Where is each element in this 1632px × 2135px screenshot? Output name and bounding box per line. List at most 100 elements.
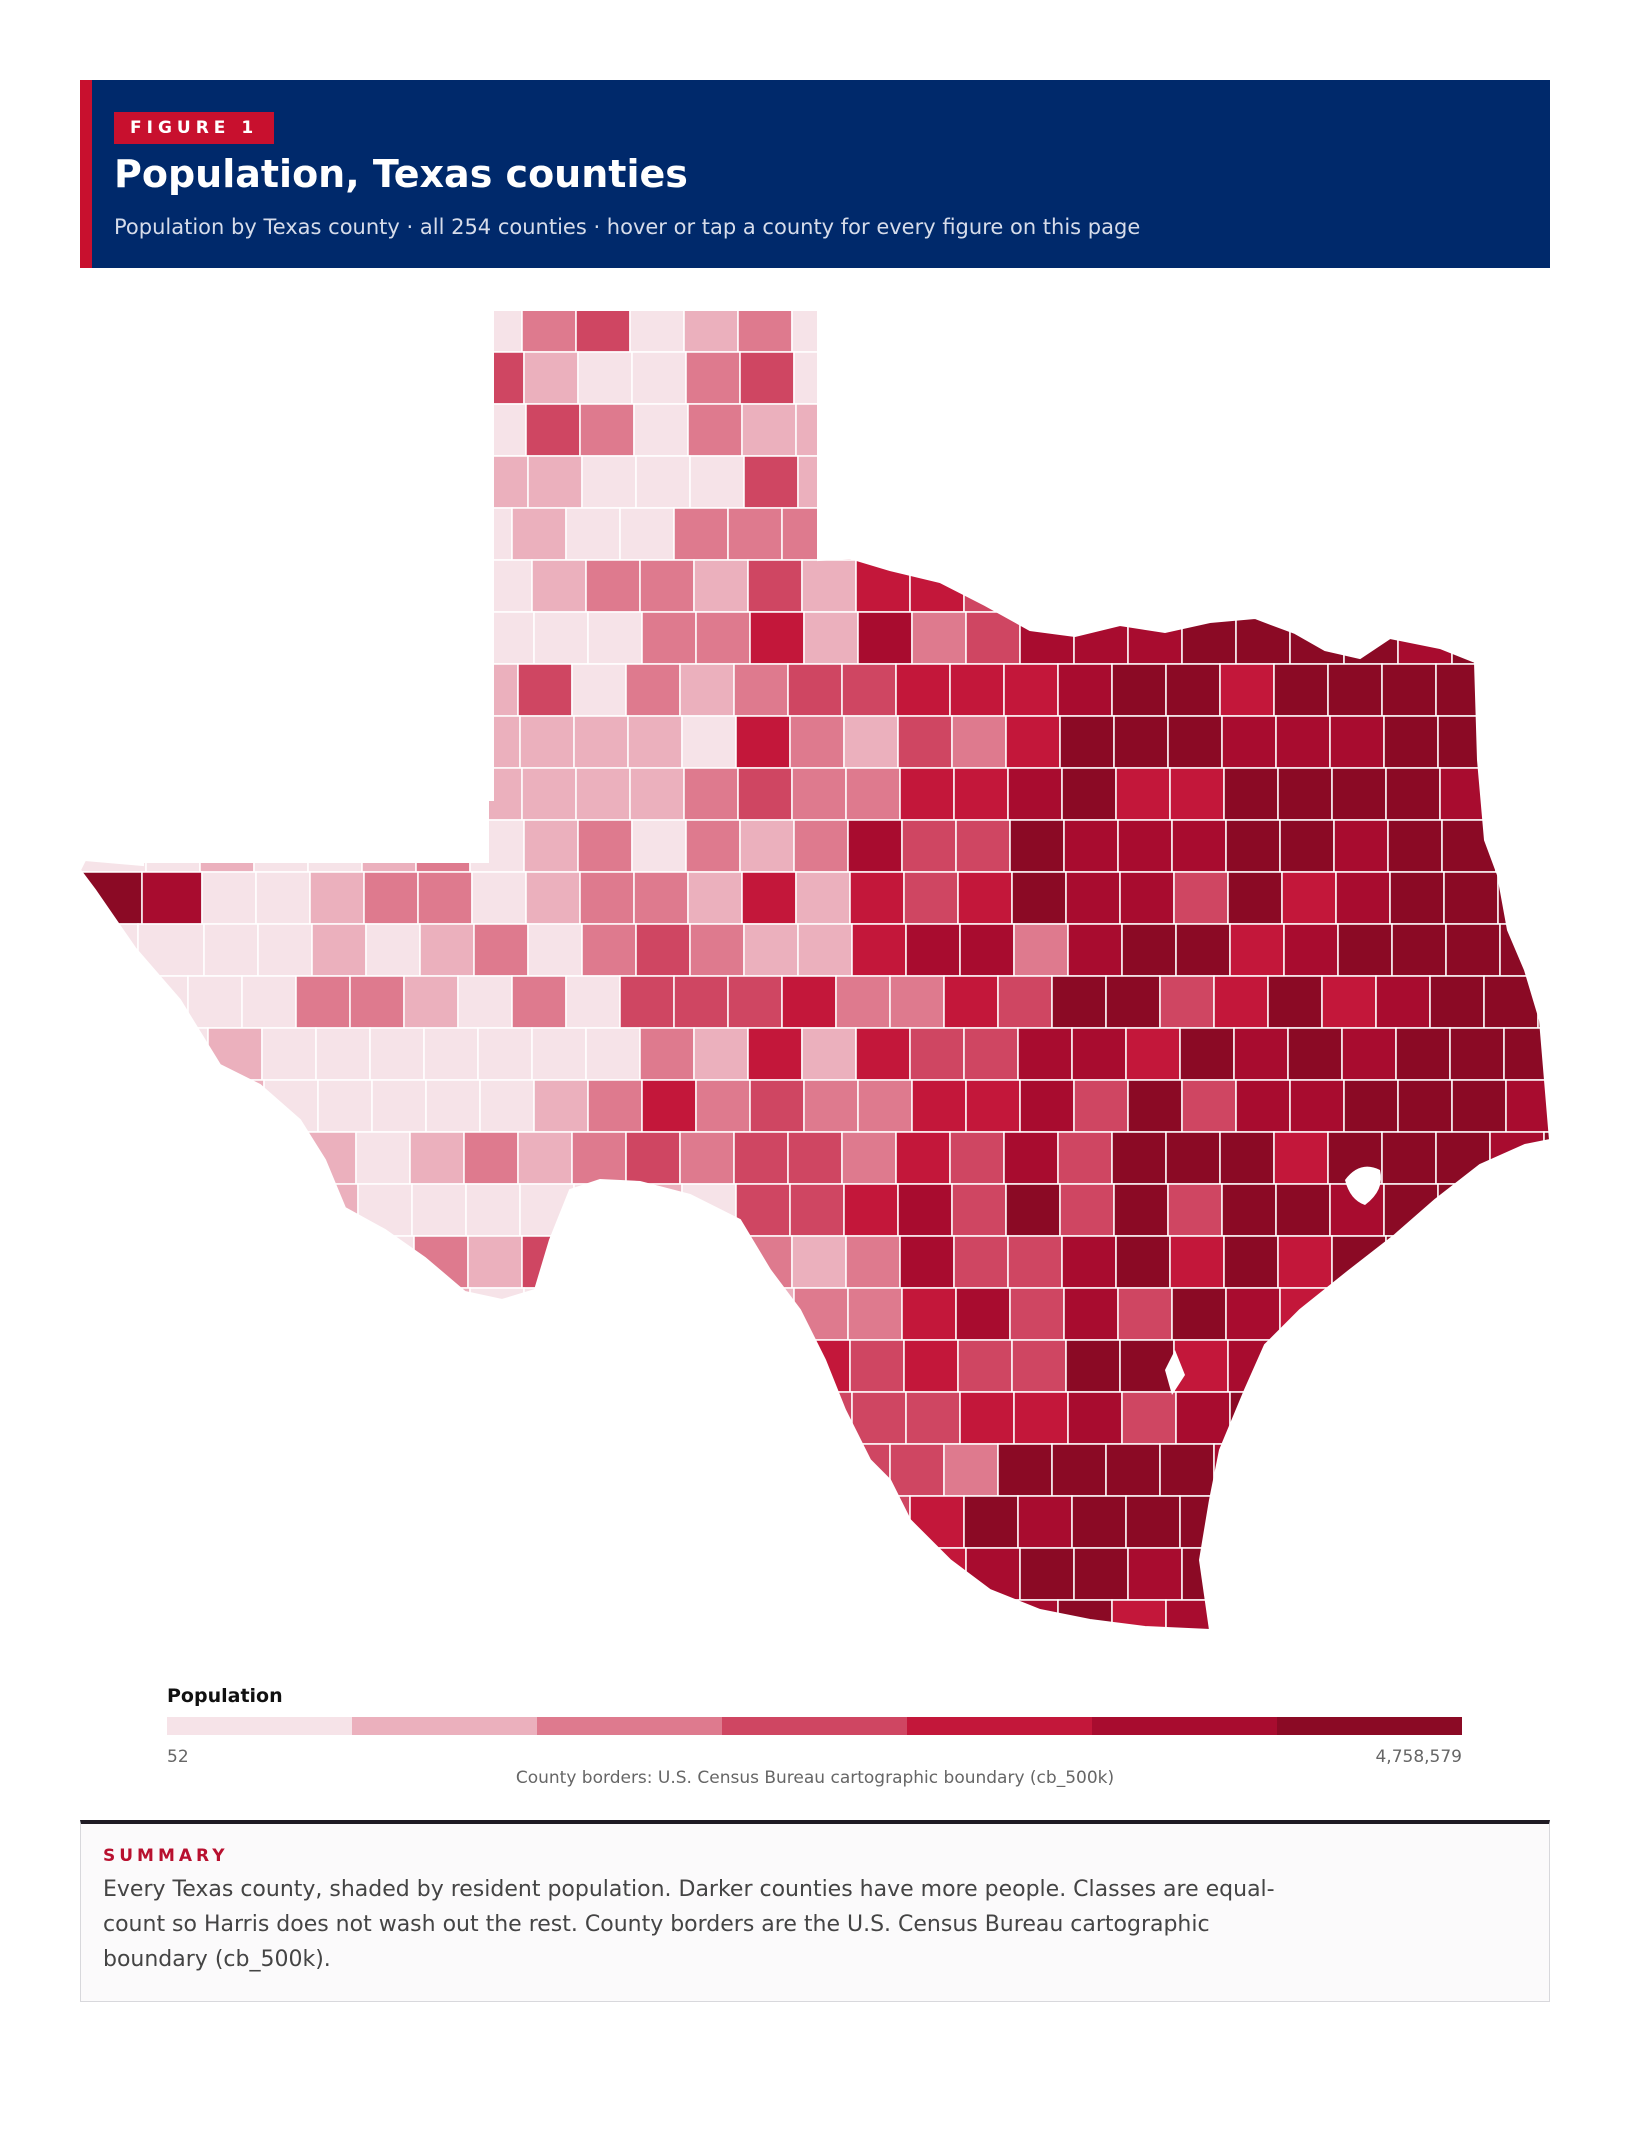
county[interactable] [1546, 1652, 1550, 1690]
county[interactable] [465, 1183, 521, 1237]
county[interactable] [199, 819, 255, 873]
county[interactable] [1279, 351, 1335, 405]
county[interactable] [203, 923, 259, 977]
county[interactable] [909, 1027, 965, 1081]
county[interactable] [1063, 351, 1119, 405]
county[interactable] [793, 819, 849, 873]
county[interactable] [307, 819, 363, 873]
county[interactable] [1493, 1235, 1549, 1289]
county[interactable] [1283, 455, 1339, 509]
county[interactable] [1375, 507, 1431, 561]
county[interactable] [355, 1131, 411, 1185]
county[interactable] [1493, 300, 1549, 353]
county[interactable] [1165, 1599, 1221, 1652]
county[interactable] [305, 300, 361, 353]
county[interactable] [469, 819, 525, 873]
county[interactable] [1181, 1079, 1237, 1133]
county[interactable] [80, 1391, 139, 1445]
county[interactable] [903, 871, 959, 925]
county[interactable] [1219, 1131, 1275, 1185]
county[interactable] [743, 455, 799, 509]
county[interactable] [1105, 975, 1161, 1029]
county[interactable] [749, 611, 805, 665]
county[interactable] [139, 663, 195, 717]
county[interactable] [207, 1495, 263, 1549]
county[interactable] [1337, 1391, 1393, 1445]
county[interactable] [1061, 1235, 1117, 1289]
county[interactable] [903, 1339, 959, 1393]
county[interactable] [1223, 767, 1279, 821]
county[interactable] [943, 507, 999, 561]
county[interactable] [1279, 819, 1335, 873]
county[interactable] [1537, 507, 1550, 561]
county[interactable] [80, 1235, 133, 1289]
county[interactable] [1273, 1599, 1329, 1652]
county[interactable] [803, 1079, 859, 1133]
county[interactable] [147, 559, 209, 613]
county[interactable] [577, 351, 633, 405]
county[interactable] [957, 1339, 1013, 1393]
county[interactable] [949, 1131, 1005, 1185]
county[interactable] [1073, 1079, 1129, 1133]
county[interactable] [851, 1391, 907, 1445]
county[interactable] [743, 923, 799, 977]
county[interactable] [787, 1131, 843, 1185]
county[interactable] [733, 663, 789, 717]
county[interactable] [1443, 871, 1499, 925]
county[interactable] [1443, 1339, 1499, 1393]
county[interactable] [80, 1443, 135, 1497]
county[interactable] [1223, 300, 1279, 353]
county[interactable] [897, 715, 953, 769]
county[interactable] [577, 819, 633, 873]
county[interactable] [1375, 975, 1431, 1029]
county[interactable] [905, 923, 961, 977]
county[interactable] [359, 767, 415, 821]
county[interactable] [143, 1547, 211, 1601]
county[interactable] [365, 923, 421, 977]
county[interactable] [365, 1391, 421, 1445]
county[interactable] [1235, 1547, 1291, 1601]
county[interactable] [687, 403, 743, 457]
county[interactable] [1219, 1599, 1275, 1652]
county[interactable] [1495, 1287, 1550, 1341]
county[interactable] [1127, 1079, 1183, 1133]
county[interactable] [1067, 455, 1123, 509]
county[interactable] [1497, 1339, 1550, 1393]
county[interactable] [309, 1339, 365, 1393]
county[interactable] [679, 1599, 735, 1652]
county[interactable] [1073, 611, 1129, 665]
county[interactable] [681, 1183, 737, 1237]
county[interactable] [469, 351, 525, 405]
county[interactable] [635, 923, 691, 977]
county[interactable] [463, 1599, 519, 1652]
county[interactable] [80, 871, 143, 925]
county[interactable] [253, 351, 309, 405]
county[interactable] [955, 351, 1011, 405]
county[interactable] [749, 1079, 805, 1133]
county[interactable] [673, 1443, 729, 1497]
county[interactable] [309, 403, 365, 457]
county[interactable] [847, 351, 903, 405]
county[interactable] [1171, 819, 1227, 873]
county[interactable] [1397, 1547, 1453, 1601]
county[interactable] [1391, 923, 1447, 977]
county[interactable] [695, 611, 751, 665]
county[interactable] [835, 507, 891, 561]
county[interactable] [80, 1599, 141, 1652]
county[interactable] [141, 871, 203, 925]
county[interactable] [1169, 300, 1225, 353]
county[interactable] [849, 871, 905, 925]
county[interactable] [409, 1599, 465, 1652]
county[interactable] [1389, 403, 1445, 457]
county[interactable] [573, 1183, 629, 1237]
county[interactable] [781, 975, 837, 1029]
county[interactable] [855, 1027, 911, 1081]
county[interactable] [835, 975, 891, 1029]
county[interactable] [741, 871, 797, 925]
county[interactable] [201, 1339, 257, 1393]
county[interactable] [573, 715, 629, 769]
county[interactable] [1449, 1495, 1505, 1549]
county[interactable] [317, 611, 373, 665]
county[interactable] [579, 871, 635, 925]
county[interactable] [371, 1079, 427, 1133]
